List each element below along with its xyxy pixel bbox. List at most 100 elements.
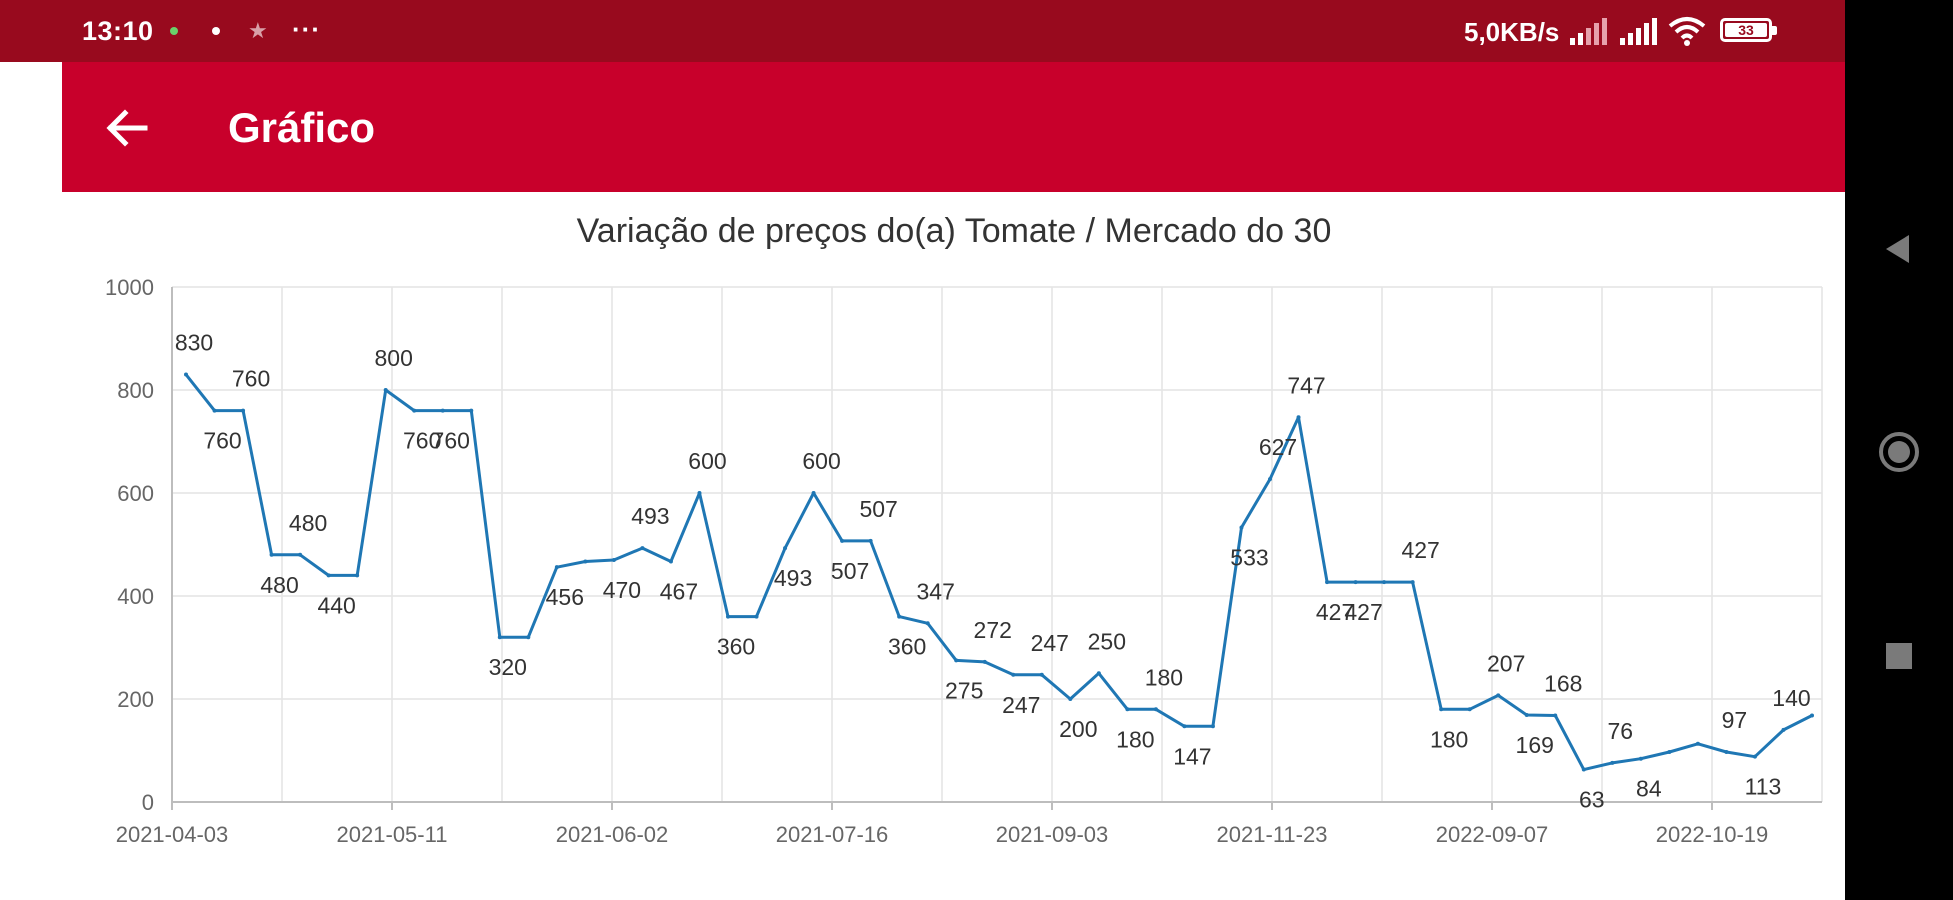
data-label: 467 — [660, 578, 698, 604]
data-label: 600 — [688, 448, 726, 474]
data-label: 480 — [289, 510, 327, 536]
data-label: 84 — [1636, 776, 1662, 802]
data-label: 347 — [916, 578, 954, 604]
data-label: 427 — [1401, 537, 1439, 563]
data-point — [1752, 754, 1757, 759]
data-label: 456 — [546, 584, 584, 610]
data-label: 760 — [432, 428, 470, 454]
data-label: 147 — [1173, 743, 1211, 769]
data-label: 747 — [1287, 372, 1325, 398]
battery-icon: 33 — [1720, 18, 1777, 42]
data-point — [1096, 671, 1101, 676]
status-time: 13:10 — [82, 16, 154, 46]
chart-area: Variação de preços do(a) Tomate / Mercad… — [62, 192, 1845, 900]
data-label: 140 — [1772, 685, 1810, 711]
x-tick-label: 2021-04-03 — [116, 822, 229, 847]
data-label: 168 — [1544, 670, 1582, 696]
home-circle-icon[interactable] — [1877, 430, 1921, 474]
data-point — [298, 552, 303, 557]
data-label: 627 — [1259, 434, 1297, 460]
data-label: 507 — [831, 558, 869, 584]
data-label: 63 — [1579, 787, 1605, 813]
data-point — [783, 546, 788, 551]
data-label: 169 — [1516, 732, 1554, 758]
data-point — [1695, 741, 1700, 746]
signal-icon — [1570, 18, 1607, 45]
data-point — [1810, 713, 1814, 718]
chart-title: Variação de preços do(a) Tomate / Mercad… — [577, 212, 1332, 250]
data-point — [954, 658, 959, 663]
series-line — [184, 372, 1814, 772]
data-point — [1382, 580, 1387, 585]
data-label: 533 — [1230, 545, 1268, 571]
data-point — [982, 659, 987, 664]
data-point — [326, 573, 331, 578]
data-point — [412, 408, 417, 413]
data-point — [1553, 713, 1558, 718]
data-point — [868, 538, 873, 543]
app-bar: Gráfico — [62, 62, 1845, 192]
navigation-bar — [1845, 0, 1953, 900]
data-point — [1410, 580, 1415, 585]
y-tick-label: 0 — [142, 790, 154, 815]
data-point — [1268, 477, 1272, 482]
data-point — [1496, 693, 1501, 698]
x-tick-label: 2022-10-19 — [1656, 822, 1769, 847]
axes: 0 200 400 600 800 1000 2021-04-03 2021-05-11 202… — [105, 275, 1822, 847]
y-tick-label: 400 — [117, 584, 154, 609]
data-label: 427 — [1316, 599, 1354, 625]
data-point — [469, 408, 474, 413]
data-label: 275 — [945, 677, 983, 703]
data-point — [611, 557, 616, 562]
data-label: 507 — [859, 496, 897, 522]
data-point — [640, 546, 645, 551]
data-point — [754, 614, 759, 619]
data-label: 180 — [1116, 726, 1154, 752]
data-label: 830 — [175, 330, 213, 356]
data-point — [1039, 672, 1044, 677]
phone-screen: 13:10 ★ ··· 5,0KB/s 33 — [0, 0, 1845, 900]
price-line — [184, 373, 1813, 772]
screen-title: Gráfico — [228, 104, 376, 151]
data-label: 247 — [1002, 692, 1040, 718]
data-label: 207 — [1487, 650, 1525, 676]
data-point — [1524, 712, 1529, 717]
star-icon: ★ — [248, 18, 268, 43]
x-tick-label: 2021-07-16 — [776, 822, 889, 847]
data-point — [726, 614, 730, 619]
data-point — [583, 559, 588, 564]
x-tick-label: 2021-06-02 — [556, 822, 669, 847]
data-point — [184, 372, 188, 377]
data-label: 480 — [260, 572, 298, 598]
data-label: 272 — [974, 617, 1012, 643]
data-point — [554, 565, 559, 570]
data-point — [1011, 672, 1016, 677]
data-label: 200 — [1059, 716, 1097, 742]
x-tick-label: 2021-11-23 — [1217, 822, 1328, 847]
data-label: 760 — [232, 366, 270, 392]
data-label: 250 — [1088, 628, 1126, 654]
recents-square-icon[interactable] — [1883, 640, 1915, 672]
data-label: 760 — [203, 428, 241, 454]
data-point — [925, 621, 930, 626]
data-label: 493 — [631, 503, 669, 529]
arrow-left-icon[interactable] — [105, 106, 149, 150]
data-point — [1210, 724, 1215, 729]
data-point — [1239, 525, 1244, 530]
back-triangle-icon[interactable] — [1881, 232, 1915, 266]
notification-dot-icon — [170, 27, 178, 35]
data-point — [497, 635, 502, 640]
data-point — [668, 559, 673, 564]
data-label: 800 — [374, 345, 412, 371]
data-point — [1581, 767, 1586, 772]
battery-level: 33 — [1738, 22, 1754, 38]
y-tick-label: 1000 — [105, 275, 154, 300]
data-label: 493 — [774, 565, 812, 591]
data-label: 760 — [403, 428, 441, 454]
data-point — [440, 408, 445, 413]
data-point — [526, 635, 531, 640]
data-label: 427 — [1344, 599, 1382, 625]
data-point — [383, 388, 388, 392]
data-label: 113 — [1745, 774, 1782, 800]
